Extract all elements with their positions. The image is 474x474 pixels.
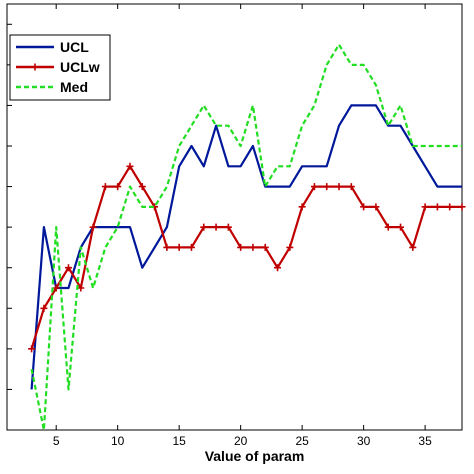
data-point: [249, 243, 257, 251]
data-point: [126, 162, 134, 170]
series-ucl: [30, 104, 462, 390]
data-point: [175, 243, 183, 251]
x-tick-label: 5: [53, 434, 60, 448]
x-tick-label: 10: [111, 434, 125, 448]
data-point: [409, 243, 417, 251]
data-point: [310, 183, 318, 191]
data-point: [163, 243, 171, 251]
data-point: [187, 243, 195, 251]
data-point: [421, 203, 429, 211]
data-point: [77, 284, 85, 292]
data-point: [323, 183, 331, 191]
data-point: [458, 203, 466, 211]
data-point: [446, 203, 454, 211]
data-point: [372, 203, 380, 211]
legend: UCL UCLw Med: [9, 34, 111, 101]
data-point: [433, 203, 441, 211]
data-point: [335, 183, 343, 191]
x-tick-label: 15: [172, 434, 186, 448]
data-point: [200, 223, 208, 231]
data-point: [347, 183, 355, 191]
data-point: [89, 223, 97, 231]
data-point: [274, 264, 282, 272]
data-point: [286, 243, 294, 251]
data-point: [298, 203, 306, 211]
data-point: [114, 183, 122, 191]
x-axis-label: Value of param: [205, 448, 305, 464]
legend-label-med: Med: [60, 79, 88, 95]
series-med: [30, 43, 462, 432]
data-point: [40, 304, 48, 312]
legend-label-ucl: UCL: [60, 39, 89, 55]
series-line-ucl: [30, 104, 462, 390]
data-point: [397, 223, 405, 231]
data-point: [384, 223, 392, 231]
data-point: [212, 223, 220, 231]
series-layer: [28, 43, 466, 432]
data-point: [261, 243, 269, 251]
series-uclw: [28, 162, 466, 353]
data-point: [360, 203, 368, 211]
data-point: [64, 264, 72, 272]
data-point: [28, 345, 36, 353]
data-point: [52, 284, 60, 292]
data-point: [101, 183, 109, 191]
data-point: [237, 243, 245, 251]
x-tick-label: 30: [357, 434, 371, 448]
legend-marker: [31, 63, 39, 71]
data-point: [224, 223, 232, 231]
x-tick-label: 20: [234, 434, 248, 448]
x-tick-label: 25: [295, 434, 309, 448]
legend-label-uclw: UCLw: [60, 59, 100, 75]
x-tick-label: 35: [418, 434, 432, 448]
series-line-med: [30, 43, 462, 432]
data-point: [138, 183, 146, 191]
